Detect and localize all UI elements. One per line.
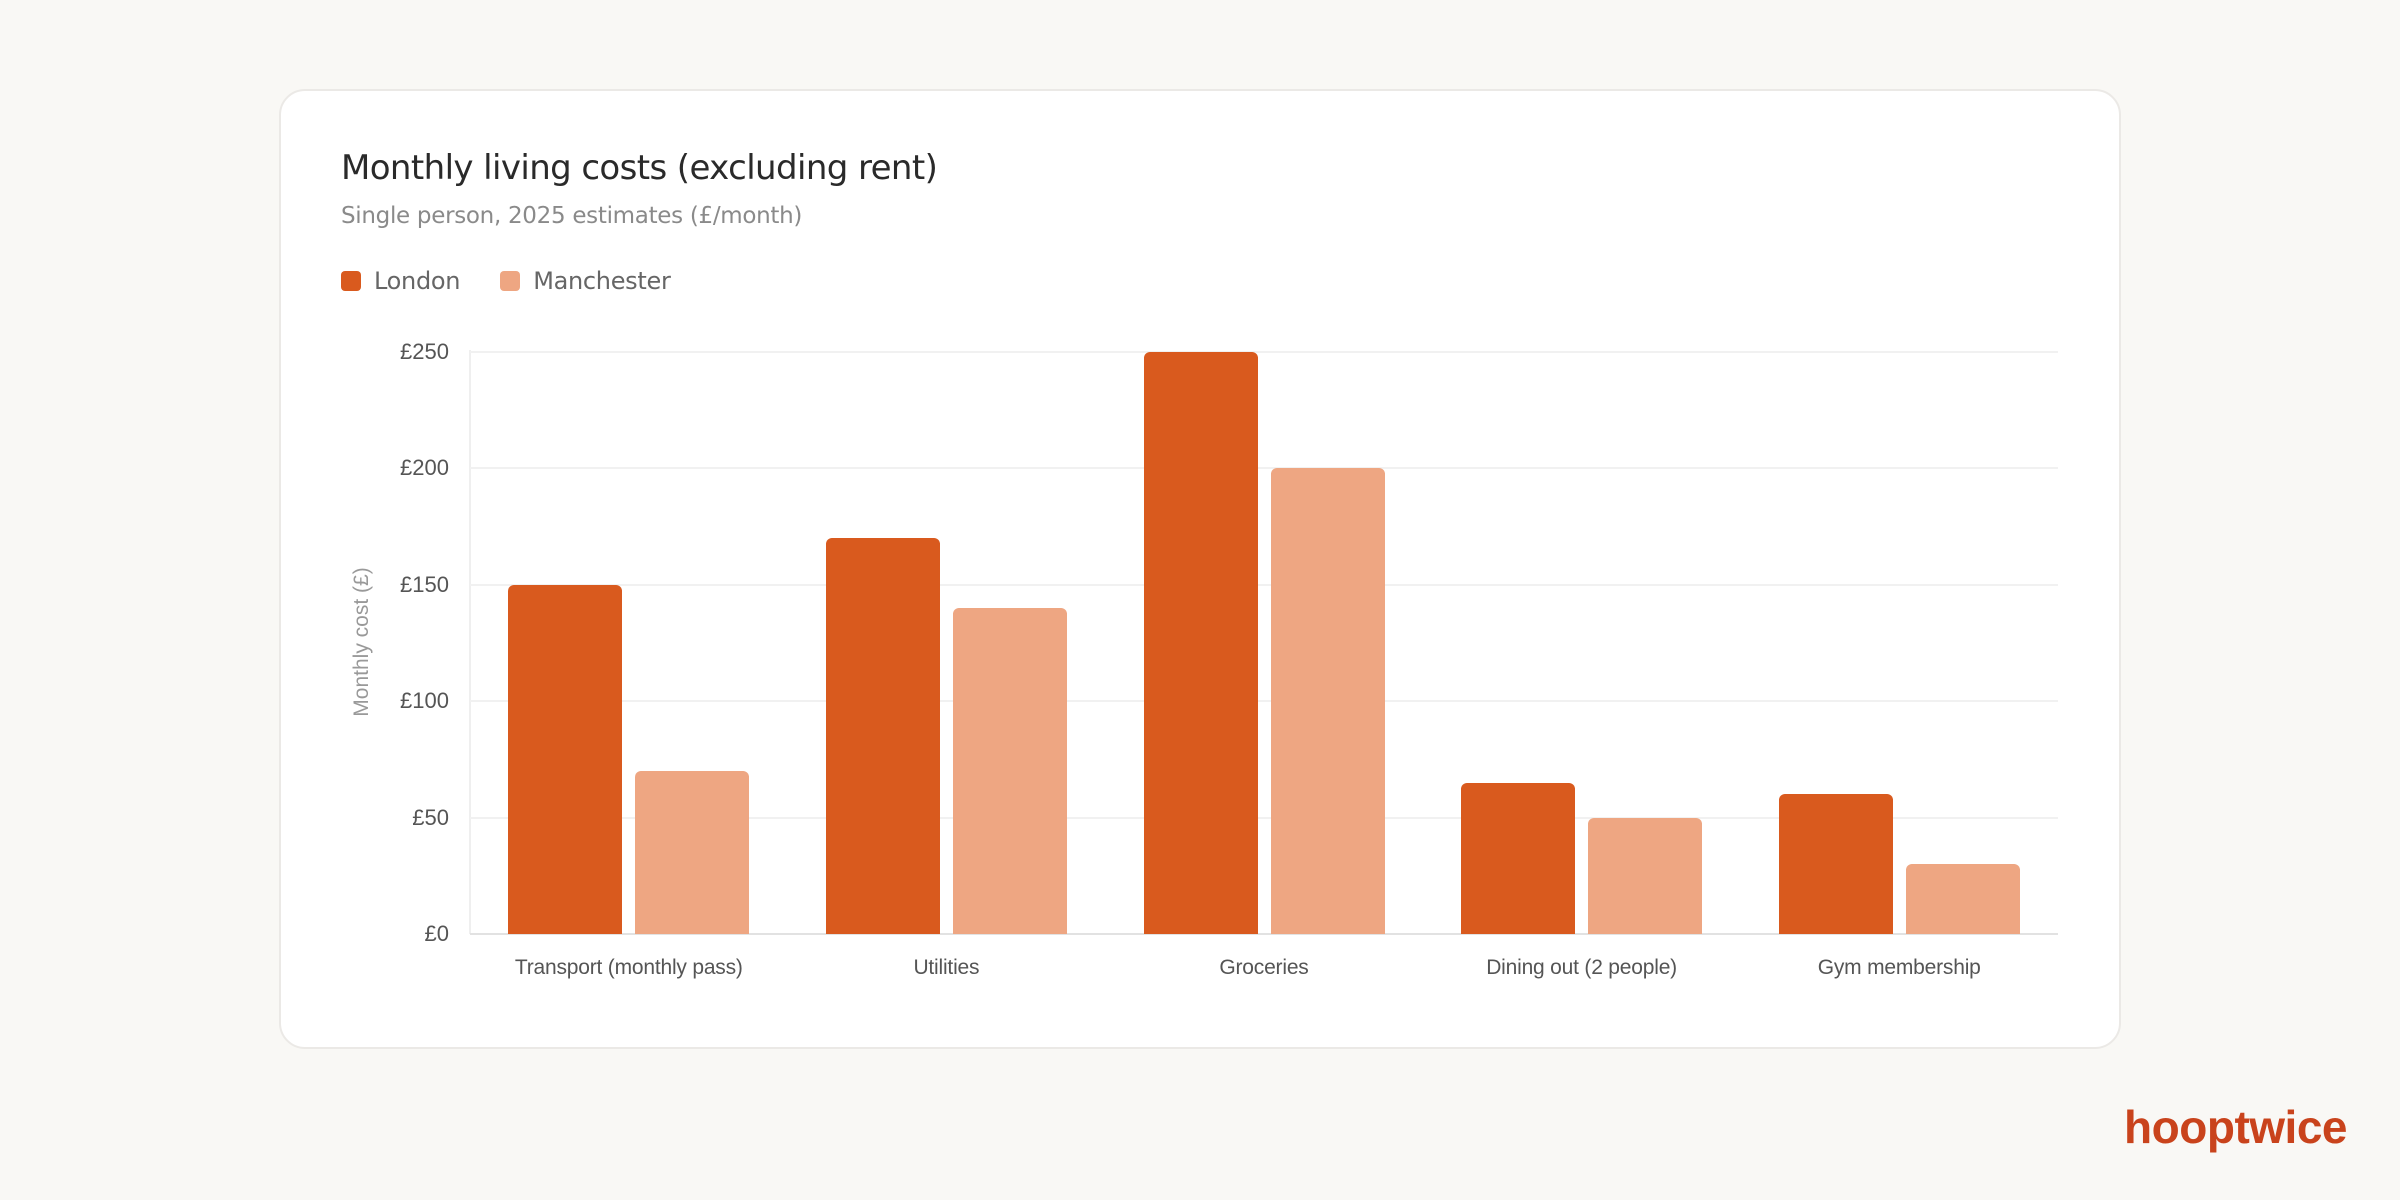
bar-manchester[interactable] <box>1588 817 1703 934</box>
gridline <box>470 700 2058 703</box>
x-tick-label: Transport (monthly pass) <box>514 956 743 979</box>
legend-item-london[interactable]: London <box>341 267 460 295</box>
legend-swatch-london <box>341 271 361 291</box>
legend-swatch-manchester <box>500 271 521 291</box>
x-tick-label: Groceries <box>1219 956 1309 979</box>
legend: London Manchester <box>341 267 671 295</box>
gridline <box>470 467 2058 470</box>
y-axis-line <box>469 350 471 934</box>
bar-manchester[interactable] <box>952 608 1067 934</box>
x-tick-label: Dining out (2 people) <box>1486 956 1677 979</box>
x-tick-label: Gym membership <box>1817 956 1981 979</box>
legend-item-manchester[interactable]: Manchester <box>500 267 671 295</box>
legend-label: Manchester <box>533 267 671 295</box>
bar-manchester[interactable] <box>1270 468 1385 934</box>
y-tick-label: £200 <box>400 455 449 481</box>
bar-london[interactable] <box>1461 782 1576 934</box>
bar-manchester[interactable] <box>635 771 750 934</box>
x-axis-line <box>470 933 2058 935</box>
gridline <box>470 583 2058 586</box>
gridline <box>470 351 2058 353</box>
gridline <box>470 816 2058 819</box>
legend-label: London <box>374 267 461 295</box>
bar-manchester[interactable] <box>1905 864 2020 934</box>
bar-london[interactable] <box>825 538 940 934</box>
y-tick-label: £50 <box>412 804 449 830</box>
y-tick-label: £100 <box>400 688 449 714</box>
chart-title: Monthly living costs (excluding rent) <box>341 148 938 188</box>
bar-london[interactable] <box>1778 794 1893 934</box>
bar-london[interactable] <box>1143 352 1258 934</box>
bar-london[interactable] <box>508 584 623 934</box>
chart-subtitle: Single person, 2025 estimates (£/month) <box>341 203 803 229</box>
y-tick-label: £150 <box>400 571 449 597</box>
y-tick-label: £250 <box>400 339 449 364</box>
x-tick-label: Utilities <box>913 956 980 979</box>
y-tick-label: £0 <box>424 921 449 946</box>
brand-logo: hooptwice <box>2124 1101 2347 1153</box>
